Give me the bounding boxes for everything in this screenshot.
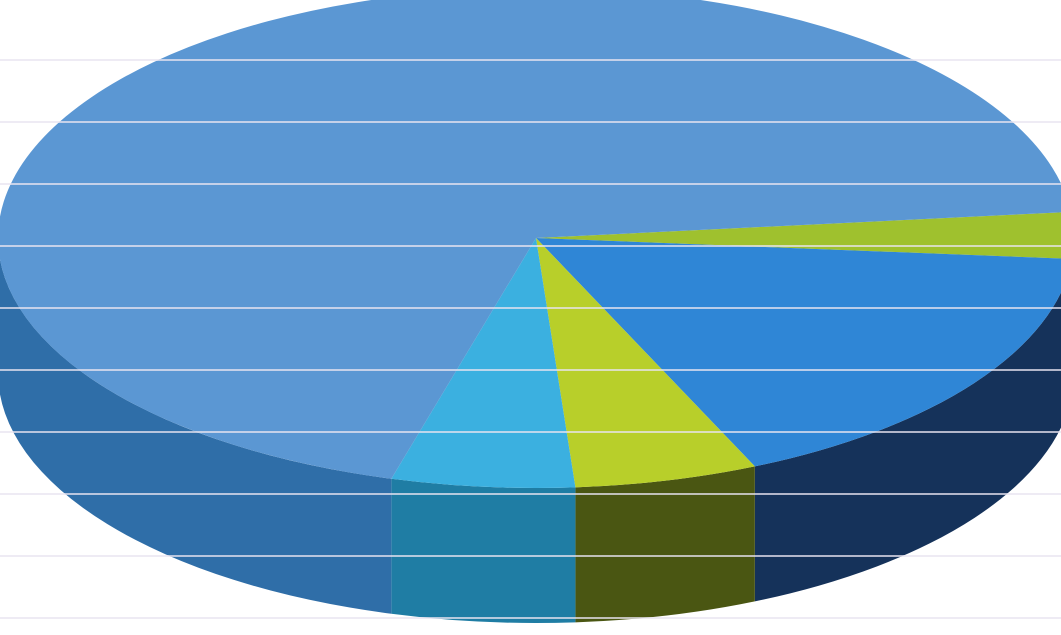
pie-slice: [0, 0, 1061, 479]
pie-slice-side: [391, 478, 576, 623]
pie-slice-side: [575, 466, 755, 623]
pie-slice: [536, 238, 1061, 467]
pie-slice: [391, 238, 576, 488]
pie-slice: [536, 238, 755, 488]
pie-slice-side: [0, 259, 392, 614]
pie-side-layer: [0, 259, 1061, 623]
gridlines: [0, 59, 1061, 619]
pie-top-layer: [0, 0, 1061, 488]
pie-slice-side: [754, 292, 1061, 602]
